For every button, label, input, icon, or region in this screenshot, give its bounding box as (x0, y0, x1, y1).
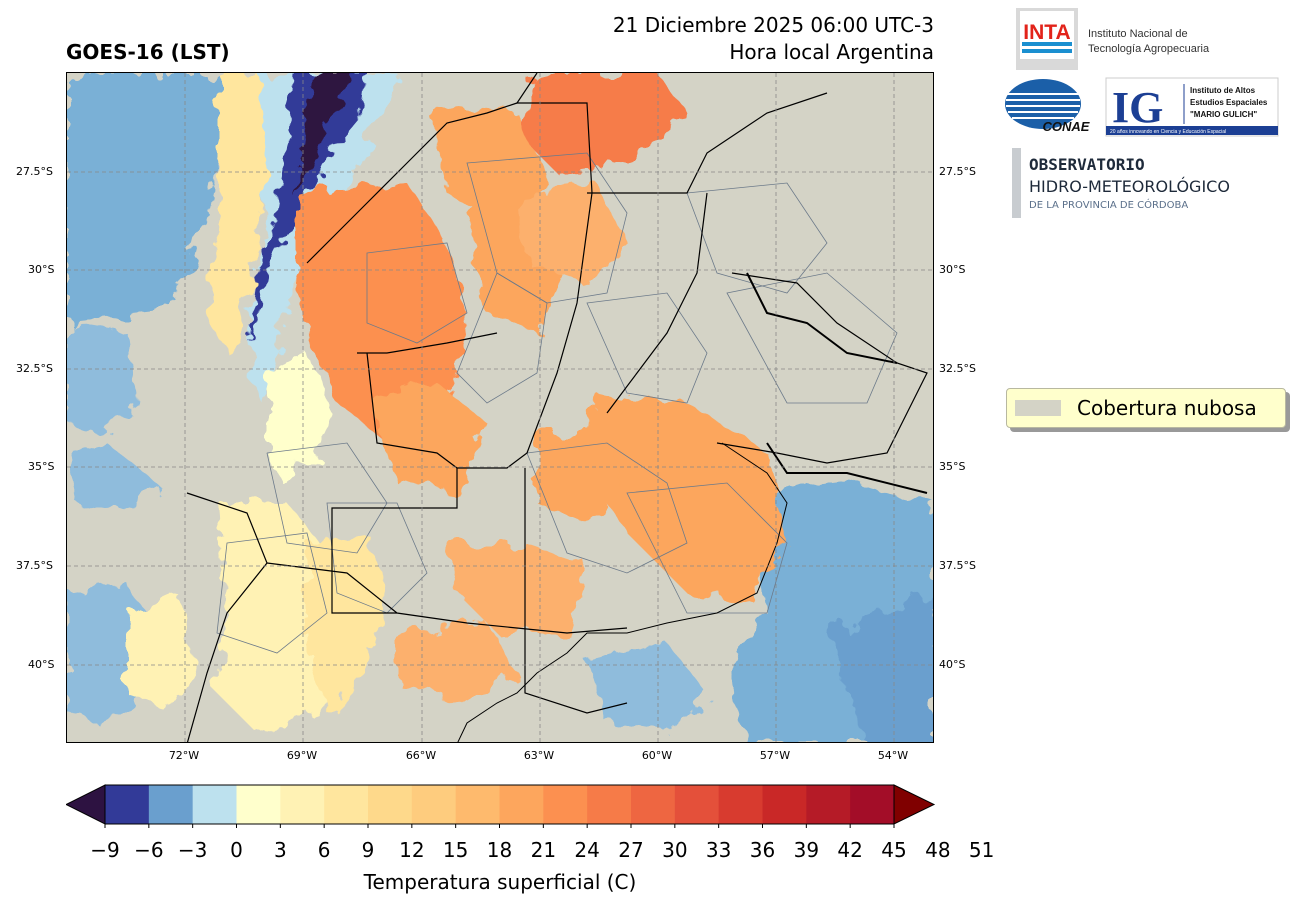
ig-name-2: Estudios Espaciales (1190, 98, 1268, 107)
inta-name-1: Instituto Nacional de (1088, 28, 1188, 40)
inta-mark: INTA (1023, 21, 1070, 44)
colorbar-bin (105, 785, 150, 824)
map-canvas (67, 73, 933, 742)
ig-logo: IG Instituto de Altos Estudios Espaciale… (1105, 77, 1279, 137)
colorbar-tick-label: 51 (968, 838, 995, 862)
colorbar-bin (587, 785, 632, 824)
ig-name-3: "MARIO GULICH" (1190, 110, 1257, 119)
colorbar-over-extension (893, 784, 936, 825)
cloud-cover-legend: Cobertura nubosa (1006, 388, 1286, 428)
ig-mark: IG (1112, 83, 1163, 132)
lon-label: 72°W (168, 749, 200, 762)
colorbar-tick-label: 0 (230, 838, 243, 862)
inta-name-2: Tecnología Agropecuaria (1088, 43, 1210, 55)
graticule (67, 73, 933, 742)
observatorio-name-2: HIDRO-METEOROLÓGICO (1029, 177, 1230, 196)
lat-label-left: 30°S (28, 263, 55, 276)
lat-label-left: 32.5°S (16, 362, 53, 375)
colorbar-tick-label: 3 (273, 838, 287, 862)
department-boundaries (216, 152, 898, 654)
lat-label-right: 32.5°S (939, 362, 976, 375)
colorbar-tick-label: 30 (662, 838, 688, 862)
colorbar-bin (762, 785, 807, 824)
colorbar-tick-label: −3 (177, 838, 208, 862)
colorbar-bin (718, 785, 763, 824)
cloud-cover-label: Cobertura nubosa (1077, 396, 1257, 420)
colorbar-bin (543, 785, 588, 824)
lst-field-warm (297, 73, 787, 703)
inta-logo: INTA Instituto Nacional de Tecnología Ag… (1016, 8, 1210, 70)
colorbar-tick-label: 27 (618, 838, 644, 862)
colorbar-bin (674, 785, 720, 824)
colorbar-under-extension (64, 784, 106, 825)
colorbar-tick-label: 18 (486, 838, 513, 862)
colorbar-tick-label: 12 (399, 838, 425, 862)
lat-label-left: 35°S (28, 460, 55, 473)
colorbar-bin (850, 785, 895, 824)
lat-label-right: 37.5°S (939, 559, 976, 572)
colorbar-bin (455, 785, 500, 824)
colorbar-tick-label: 36 (749, 838, 776, 862)
lon-label: 60°W (641, 749, 673, 762)
timezone-label: Hora local Argentina (729, 40, 934, 64)
lat-label-right: 35°S (939, 460, 966, 473)
colorbar-bin (280, 785, 325, 824)
lst-map (66, 72, 934, 743)
lat-label-left: 40°S (28, 658, 55, 671)
lat-label-right: 30°S (939, 263, 966, 276)
colorbar-bin (368, 785, 413, 824)
datetime-label: 21 Diciembre 2025 06:00 UTC-3 (612, 13, 934, 37)
observatorio-logo: OBSERVATORIO HIDRO-METEOROLÓGICO DE LA P… (1012, 148, 1230, 218)
lon-label: 69°W (286, 749, 318, 762)
map-title: GOES-16 (LST) (66, 40, 230, 64)
colorbar-tick-label: 21 (530, 838, 557, 862)
colorbar-bin (631, 785, 676, 824)
colorbar-tick-label: −9 (90, 838, 120, 862)
colorbar-tick-label: 48 (925, 838, 951, 862)
lst-field-very-cold (249, 73, 367, 343)
lat-label-left: 27.5°S (16, 165, 53, 178)
colorbar-tick-label: 6 (317, 838, 331, 862)
lon-label: 63°W (523, 749, 555, 762)
logos-canvas: INTA Instituto Nacional de Tecnología Ag… (1005, 8, 1279, 218)
colorbar-tick-label: −6 (134, 838, 164, 862)
conae-logo: CONAE (1005, 79, 1090, 134)
colorbar-tick-label: 15 (442, 838, 469, 862)
observatorio-name-1: OBSERVATORIO (1029, 155, 1145, 174)
colorbar-tick-label: 9 (361, 838, 375, 862)
colorbar-tick-label: 42 (837, 838, 863, 862)
colorbar-tick-label: 45 (881, 838, 907, 862)
lon-label: 57°W (759, 749, 791, 762)
coastline (457, 442, 788, 742)
colorbar-canvas (64, 784, 983, 828)
lat-label-right: 40°S (939, 658, 966, 671)
colorbar-tick-label: 39 (793, 838, 820, 862)
colorbar-bin (499, 785, 544, 824)
colorbar-bin (192, 785, 237, 824)
ig-name-1: Instituto de Altos (1190, 86, 1256, 95)
lon-label: 54°W (877, 749, 909, 762)
colorbar-label: Temperatura superficial (C) (363, 870, 637, 894)
colorbar-bin (411, 785, 457, 824)
colorbar-bin (148, 785, 194, 824)
lon-label: 66°W (405, 749, 437, 762)
colorbar-bin (236, 785, 281, 824)
lst-field-mild (127, 73, 387, 733)
colorbar-tick-label: 33 (705, 838, 732, 862)
cloud-cover-swatch (1015, 400, 1061, 416)
colorbar-bin (806, 785, 851, 824)
ig-tagline: 20 años innovando en Ciencia y Educación… (1110, 129, 1226, 135)
datetime-block: 21 Diciembre 2025 06:00 UTC-3 Hora local… (613, 12, 934, 66)
colorbar-bin (324, 785, 369, 824)
temperature-colorbar (64, 784, 983, 832)
lat-label-left: 37.5°S (16, 559, 53, 572)
observatorio-name-3: DE LA PROVINCIA DE CÓRDOBA (1029, 198, 1188, 211)
lat-label-right: 27.5°S (939, 165, 976, 178)
conae-mark: CONAE (1043, 119, 1090, 134)
institution-logos: INTA Instituto Nacional de Tecnología Ag… (1000, 0, 1290, 230)
colorbar-tick-label: 24 (574, 838, 600, 862)
